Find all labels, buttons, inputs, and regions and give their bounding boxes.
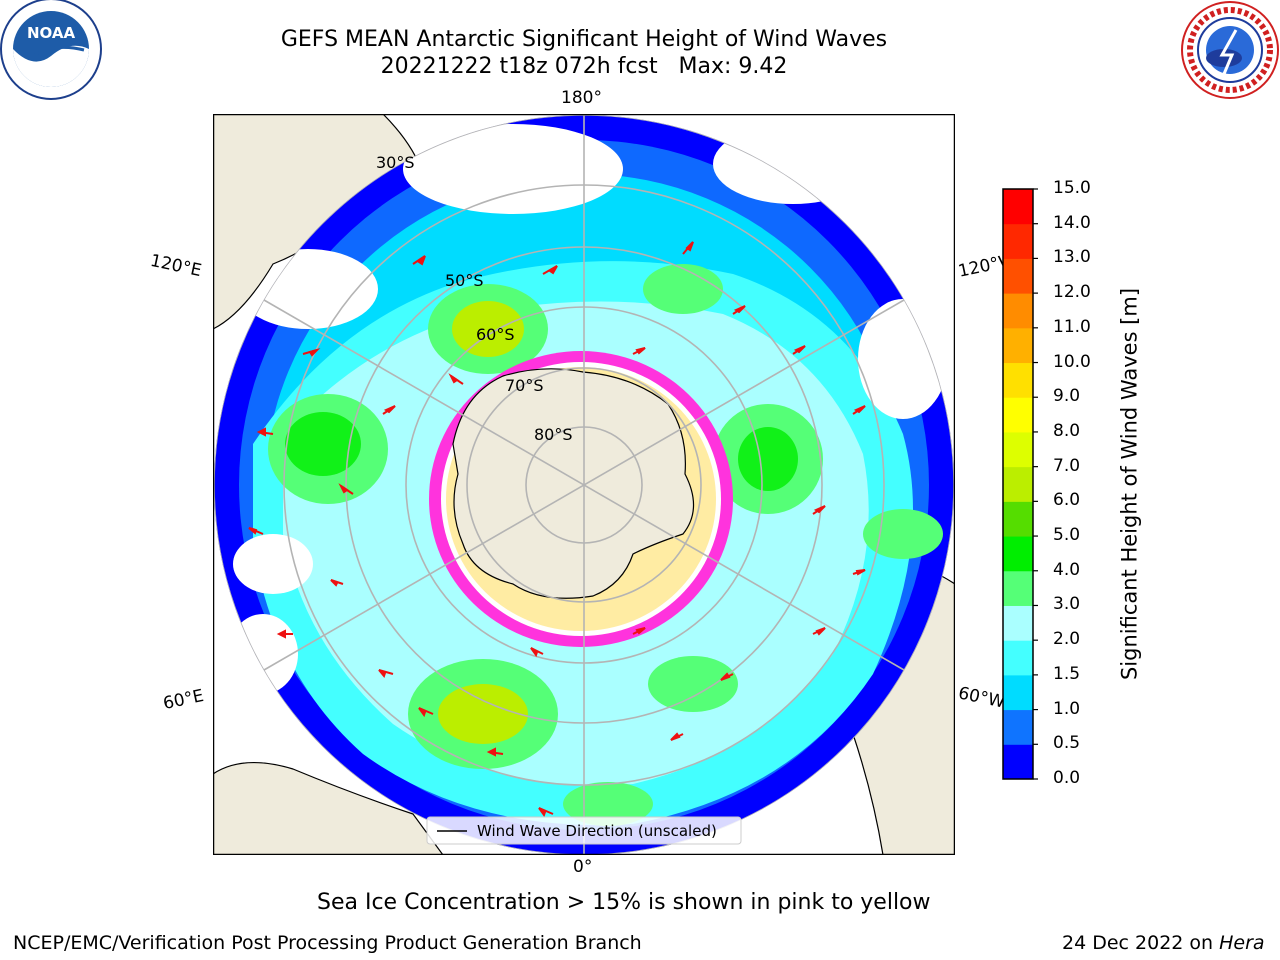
colorbar-tick-label: 3.0 bbox=[1053, 594, 1081, 615]
lon-label-120e: 120°E bbox=[148, 250, 204, 282]
colorbar-tick-label: 4.0 bbox=[1053, 559, 1081, 580]
colorbar-segment bbox=[1003, 466, 1033, 502]
colorbar-tick-label: 1.5 bbox=[1053, 663, 1081, 684]
colorbar-segment bbox=[1003, 640, 1033, 676]
footer-left: NCEP/EMC/Verification Post Processing Pr… bbox=[13, 932, 642, 954]
lon-label-60e: 60°E bbox=[161, 685, 206, 715]
colorbar-label: Significant Height of Wind Waves [m] bbox=[1117, 287, 1142, 681]
colorbar-segment bbox=[1003, 223, 1033, 259]
colorbar-segment bbox=[1003, 189, 1033, 225]
colorbar-segment bbox=[1003, 431, 1033, 468]
lon-label-0: 0° bbox=[573, 857, 593, 877]
footer-machine: Hera bbox=[1219, 932, 1265, 954]
colorbar-segment bbox=[1003, 362, 1033, 398]
colorbar-tick-label: 15.0 bbox=[1053, 178, 1091, 198]
colorbar-tick-label: 1.0 bbox=[1053, 698, 1081, 719]
colorbar-segment bbox=[1003, 570, 1033, 606]
wave-height-field bbox=[228, 124, 948, 830]
colorbar-tick-label: 13.0 bbox=[1053, 247, 1091, 268]
colorbar-tick-label: 0.5 bbox=[1053, 733, 1081, 754]
nws-logo bbox=[1181, 1, 1279, 99]
colorbar-tick-label: 10.0 bbox=[1053, 351, 1091, 372]
colorbar-segment bbox=[1003, 709, 1033, 745]
map-legend-label: Wind Wave Direction (unscaled) bbox=[477, 822, 717, 840]
colorbar bbox=[1002, 188, 1038, 780]
graticule bbox=[214, 115, 954, 855]
colorbar-segment bbox=[1003, 258, 1033, 294]
antarctica-land bbox=[452, 368, 695, 599]
colorbar-tick-label: 8.0 bbox=[1053, 420, 1081, 441]
colorbar-segment bbox=[1003, 327, 1033, 364]
colorbar-segment bbox=[1003, 397, 1033, 433]
footer-date: 24 Dec 2022 on bbox=[1062, 932, 1220, 954]
lat-label-50s: 50°S bbox=[445, 271, 484, 290]
map-title-line2: 20221222 t18z 072h fcst Max: 9.42 bbox=[380, 54, 788, 79]
colorbar-segment bbox=[1003, 293, 1033, 329]
map-legend: Wind Wave Direction (unscaled) bbox=[426, 816, 742, 845]
colorbar-tick-label: 0.0 bbox=[1053, 768, 1081, 788]
sea-ice-caption: Sea Ice Concentration > 15% is shown in … bbox=[317, 890, 931, 915]
noaa-logo-text: NOAA bbox=[27, 24, 76, 42]
colorbar-tick-label: 6.0 bbox=[1053, 490, 1081, 511]
colorbar-tick-label: 2.0 bbox=[1053, 629, 1081, 650]
lat-label-80s: 80°S bbox=[534, 425, 573, 444]
colorbar-tick-label: 7.0 bbox=[1053, 455, 1081, 476]
wind-wave-arrows bbox=[248, 241, 866, 818]
lat-label-70s: 70°S bbox=[505, 376, 544, 395]
colorbar-tick-label: 12.0 bbox=[1053, 282, 1091, 303]
colorbar-segment bbox=[1003, 536, 1033, 572]
colorbar-tick-label: 14.0 bbox=[1053, 212, 1091, 233]
antarctic-wave-map: Wind Wave Direction (unscaled) bbox=[213, 114, 955, 855]
noaa-logo: NOAA bbox=[0, 0, 102, 100]
colorbar-segment bbox=[1003, 674, 1033, 711]
colorbar-segment bbox=[1003, 501, 1033, 537]
colorbar-segment bbox=[1003, 605, 1033, 641]
lat-label-30s: 30°S bbox=[376, 153, 415, 172]
colorbar-tick-label: 9.0 bbox=[1053, 386, 1081, 407]
lon-label-60w: 60°W bbox=[956, 683, 1007, 713]
colorbar-segment bbox=[1003, 744, 1033, 780]
map-title-line1: GEFS MEAN Antarctic Significant Height o… bbox=[280, 27, 888, 52]
colorbar-tick-label: 11.0 bbox=[1053, 316, 1091, 337]
lon-label-180: 180° bbox=[561, 88, 602, 108]
lat-label-60s: 60°S bbox=[476, 325, 515, 344]
colorbar-frame bbox=[1002, 188, 1034, 780]
colorbar-tick-label: 5.0 bbox=[1053, 525, 1081, 546]
footer-right: 24 Dec 2022 on Hera bbox=[1062, 932, 1265, 954]
